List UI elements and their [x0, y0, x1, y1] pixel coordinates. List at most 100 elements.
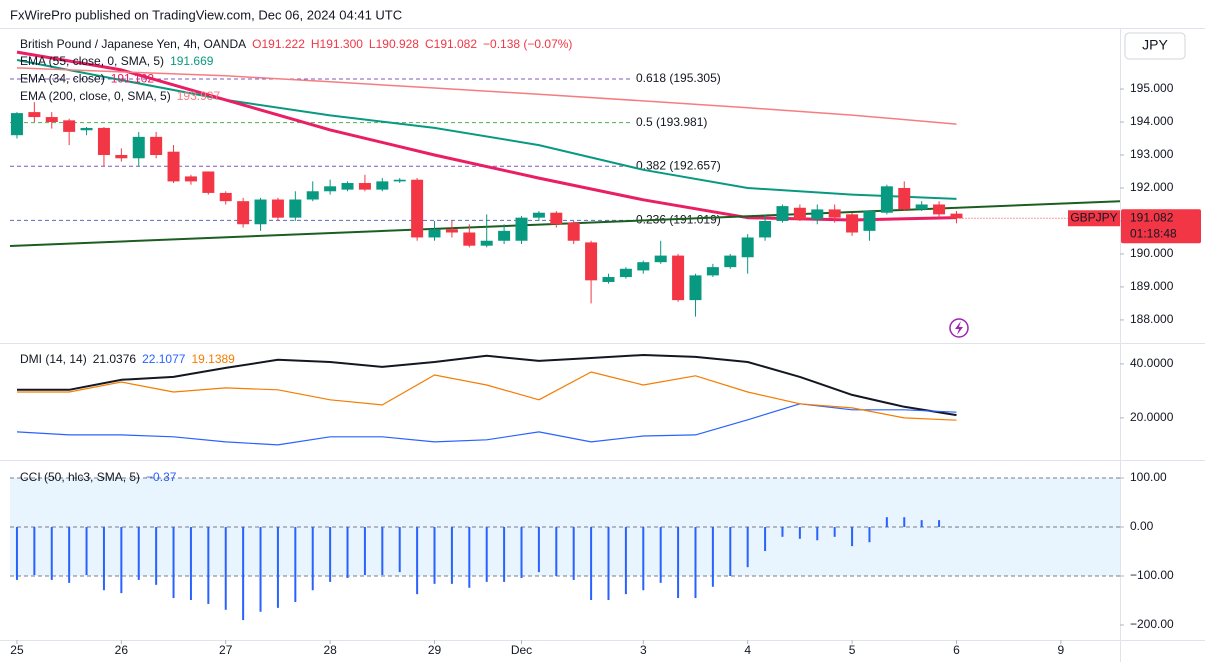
- cci-bar: [607, 527, 610, 601]
- cci-bar: [555, 527, 558, 577]
- moving-average: [16, 67, 957, 125]
- legend-value: 22.1077: [142, 352, 186, 366]
- legend-ohlc: C191.082: [425, 37, 477, 51]
- legend-name: EMA (55, close, 0, SMA, 5): [20, 54, 164, 68]
- cci-bar: [102, 527, 105, 591]
- candle-body: [376, 181, 389, 190]
- cci-bar: [155, 527, 158, 585]
- candle-body: [880, 186, 893, 213]
- legend-title: DMI (14, 14): [20, 352, 87, 366]
- cci-bar: [346, 527, 349, 578]
- candle-body: [585, 242, 598, 281]
- y-tick-label: 0.00: [1130, 519, 1154, 533]
- legend-ohlc: −0.138 (−0.07%): [483, 37, 572, 51]
- x-tick-label: 3: [640, 643, 647, 657]
- y-tick-label: 188.000: [1130, 312, 1174, 326]
- fib-label: 0.382 (192.657): [636, 158, 721, 172]
- candle-body: [515, 217, 528, 241]
- candle-body: [793, 207, 806, 220]
- legend-value: 19.1389: [191, 352, 235, 366]
- x-tick-label: 6: [953, 643, 960, 657]
- currency-button[interactable]: [1124, 32, 1186, 60]
- candle-body: [689, 275, 702, 301]
- cci-bar: [885, 517, 888, 528]
- cci-bar: [920, 520, 923, 528]
- legend-value: −0.37: [146, 470, 177, 484]
- price-tag: 191.082: [1130, 210, 1174, 224]
- candle-body: [846, 214, 859, 233]
- candle-body: [915, 204, 928, 210]
- y-tick-label: −200.00: [1130, 617, 1174, 631]
- candle-body: [80, 127, 93, 131]
- y-tick-label: −100.00: [1130, 568, 1174, 582]
- candle-body: [602, 277, 615, 282]
- candle-body: [637, 262, 650, 271]
- candle-body: [289, 199, 302, 218]
- legend-ohlc: L190.928: [369, 37, 419, 51]
- cci-bar: [816, 527, 819, 541]
- legend-row: EMA (55, close, 0, SMA, 5) 191.669: [20, 54, 214, 68]
- candle-body: [724, 255, 737, 268]
- fib-label: 0.618 (195.305): [636, 71, 721, 85]
- x-tick-label: 25: [10, 643, 24, 657]
- cci-bar: [294, 527, 297, 602]
- cci-bar: [329, 527, 332, 582]
- candle-body: [498, 230, 511, 241]
- alert-icon[interactable]: [949, 318, 969, 338]
- candle-body: [150, 136, 163, 155]
- candle-body: [933, 204, 946, 215]
- candle-body: [341, 183, 354, 190]
- cci-bar: [833, 527, 836, 537]
- x-tick-label: 29: [428, 643, 442, 657]
- legend-value: 191.102: [111, 72, 155, 86]
- candle-body: [445, 229, 458, 233]
- x-tick-label: 28: [323, 643, 337, 657]
- legend-value: 191.669: [170, 54, 214, 68]
- cci-bar: [903, 517, 906, 528]
- y-tick-label: 189.000: [1130, 279, 1174, 293]
- cci-bar: [172, 527, 175, 599]
- cci-bar: [694, 527, 697, 599]
- candle-body: [184, 176, 197, 182]
- trendline: [9, 200, 1121, 247]
- cci-bar: [485, 527, 488, 582]
- legend-name: EMA (34, close): [20, 72, 105, 86]
- x-tick-label: Dec: [511, 643, 532, 657]
- indicator-line: [17, 354, 957, 417]
- y-tick-label: 100.00: [1130, 470, 1167, 484]
- candle-body: [324, 186, 337, 192]
- legend-row: CCI (50, hlc3, SMA, 5) −0.37: [20, 470, 177, 484]
- cci-bar: [624, 527, 627, 595]
- candle-body: [759, 220, 772, 238]
- candle-body: [358, 183, 371, 190]
- candle-body: [811, 209, 824, 220]
- cci-bar: [207, 527, 210, 604]
- symbol-tag-box: [1068, 210, 1120, 227]
- cci-bar: [450, 527, 453, 584]
- cci-bar: [416, 527, 419, 595]
- legend-value: 21.0376: [93, 352, 137, 366]
- cci-bar: [746, 527, 749, 568]
- cci-bar: [537, 527, 540, 573]
- candle-body: [619, 268, 632, 278]
- cci-bar: [85, 527, 88, 576]
- cci-bar: [572, 527, 575, 580]
- candle-body: [306, 191, 319, 200]
- candle-body: [428, 229, 441, 238]
- candle-body: [706, 267, 719, 276]
- candle-body: [167, 151, 180, 182]
- cci-bar: [137, 527, 140, 580]
- candle-body: [550, 212, 563, 225]
- cci-bar: [276, 527, 279, 608]
- candle-body: [950, 213, 963, 219]
- y-tick-label: 190.000: [1130, 246, 1174, 260]
- legend-ohlc: H191.300: [311, 37, 363, 51]
- moving-average: [16, 59, 957, 200]
- y-tick-label: 193.000: [1130, 147, 1174, 161]
- legend-title: CCI (50, hlc3, SMA, 5): [20, 470, 140, 484]
- cci-bar: [242, 527, 245, 621]
- candle-body: [115, 154, 128, 159]
- cci-bar: [781, 527, 784, 537]
